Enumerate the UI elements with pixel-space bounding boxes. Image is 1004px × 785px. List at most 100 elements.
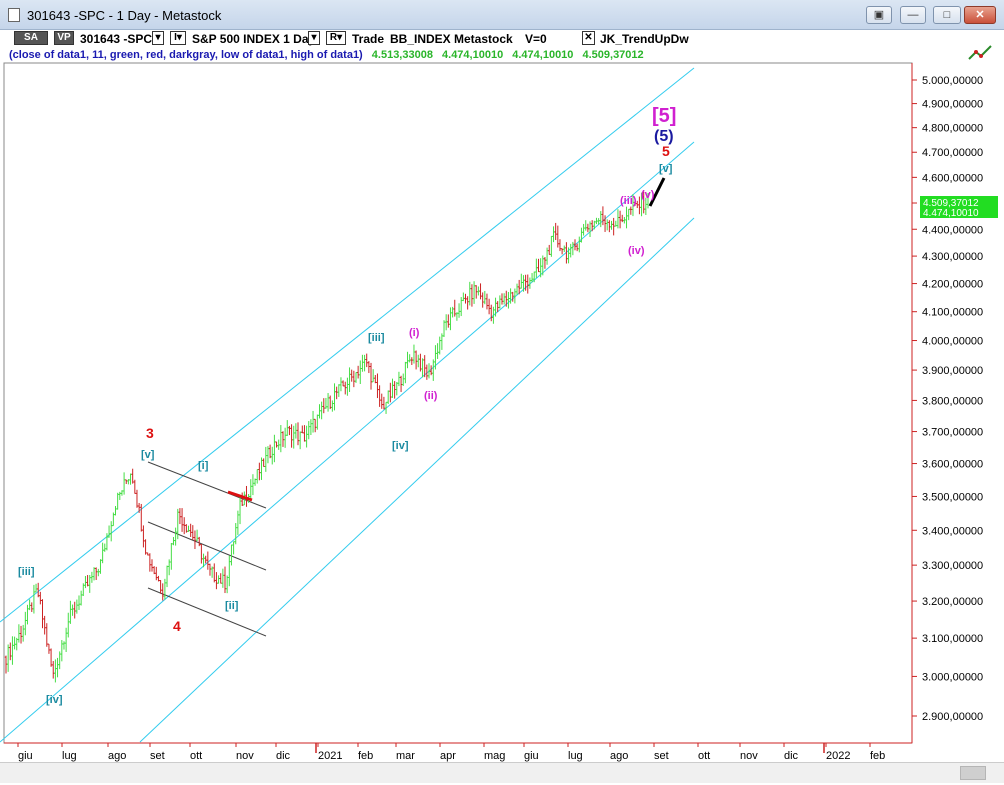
y-tick-label: 3.200,00000 xyxy=(922,596,983,608)
minimize-button[interactable]: — xyxy=(900,6,926,24)
chart-tool-icon[interactable] xyxy=(967,43,993,61)
wave-label: [5] xyxy=(652,105,676,127)
x-tick-label: mag xyxy=(484,750,505,762)
source-label: Metastock xyxy=(454,32,513,46)
symbol-description: S&P 500 INDEX 1 Day xyxy=(192,32,316,46)
x-tick-label: giu xyxy=(18,750,33,762)
x-tick-label: ago xyxy=(610,750,628,762)
wave-label: (ii) xyxy=(424,390,438,402)
y-tick-label: 4.700,00000 xyxy=(922,147,983,159)
wave-label: 3 xyxy=(146,425,154,441)
wave-label: 4 xyxy=(173,618,181,634)
x-tick-label: ott xyxy=(190,750,202,762)
y-tick-label: 2.900,00000 xyxy=(922,711,983,723)
last-price-box xyxy=(920,196,998,218)
y-tick-label: 4.000,00000 xyxy=(922,336,983,348)
x-tick-label: giu xyxy=(524,750,539,762)
chart-grid xyxy=(3,62,913,744)
y-tick-label: 3.000,00000 xyxy=(922,671,983,683)
trend-channels xyxy=(0,67,695,743)
remove-indicator-button[interactable]: ✕ xyxy=(582,31,595,45)
app-icon xyxy=(8,8,20,22)
indicator-value-2: 4.474,10010 xyxy=(442,49,504,61)
scrollbar-thumb[interactable] xyxy=(960,766,986,780)
wave-label: [i] xyxy=(198,460,209,472)
sa-button[interactable]: SA xyxy=(14,31,48,45)
wave-label: (i) xyxy=(409,327,420,339)
x-tick-label: ott xyxy=(698,750,710,762)
wave-label: (v) xyxy=(641,189,655,201)
vp-button[interactable]: VP xyxy=(54,31,74,45)
plot-frame xyxy=(3,62,913,744)
x-tick-label: nov xyxy=(236,750,254,762)
y-tick-label: 4.100,00000 xyxy=(922,307,983,319)
indicator-value-3: 4.474,10010 xyxy=(512,49,574,61)
wave-label: [v] xyxy=(659,163,673,175)
channel-line xyxy=(0,67,695,623)
x-tick-label: lug xyxy=(62,750,77,762)
window-title: 301643 -SPC - 1 Day - Metastock xyxy=(27,8,222,23)
indicator-params-label: (close of data1, 11, green, red, darkgra… xyxy=(9,49,363,61)
volume-label: V=0 xyxy=(525,32,547,46)
channel-line xyxy=(0,141,695,743)
close-button[interactable]: ✕ xyxy=(964,6,996,24)
y-tick-label: 5.000,00000 xyxy=(922,75,983,87)
restore-alt-button[interactable]: ▣ xyxy=(866,6,892,24)
interval-dropdown[interactable]: I▾ xyxy=(170,31,186,45)
y-tick-label: 4.800,00000 xyxy=(922,123,983,135)
y-tick-label: 3.700,00000 xyxy=(922,427,983,439)
x-tick-label: dic xyxy=(784,750,799,762)
symbol-dropdown[interactable]: ▾ xyxy=(152,31,164,45)
wave-label: [iii] xyxy=(18,566,35,578)
y-tick-label: 3.400,00000 xyxy=(922,525,983,537)
wave-label: (iv) xyxy=(628,245,645,257)
correction-channel-line xyxy=(147,587,267,637)
window-titlebar: 301643 -SPC - 1 Day - Metastock ▣ — □ ✕ xyxy=(0,0,1004,30)
x-tick-label: ago xyxy=(108,750,126,762)
wave-label: [iii] xyxy=(368,332,385,344)
y-tick-label: 3.300,00000 xyxy=(922,560,983,572)
x-tick-label: apr xyxy=(440,750,456,762)
candles xyxy=(4,191,650,683)
indicator-params: (close of data1, 11, green, red, darkgra… xyxy=(9,49,644,61)
wave-label: (5) xyxy=(654,128,674,145)
y-tick-label: 3.100,00000 xyxy=(922,633,983,645)
x-tick-label: set xyxy=(150,750,165,762)
x-tick-label: set xyxy=(654,750,669,762)
horizontal-scrollbar[interactable] xyxy=(0,762,1004,783)
y-tick-label: 4.900,00000 xyxy=(922,99,983,111)
wave-label: [v] xyxy=(141,449,155,461)
correction-channel-line xyxy=(147,521,267,571)
red-arrow xyxy=(227,490,253,502)
y-axis: 5.000,00000 4.900,00000 4.800,00000 4.700,0… xyxy=(912,75,998,723)
description-dropdown[interactable]: ▾ xyxy=(308,31,320,45)
y-tick-label: 4.200,00000 xyxy=(922,279,983,291)
x-tick-label: feb xyxy=(870,750,885,762)
wave-label: 5 xyxy=(662,143,670,159)
r-dropdown[interactable]: R▾ xyxy=(326,31,346,45)
x-tick-label: lug xyxy=(568,750,583,762)
x-tick-label: nov xyxy=(740,750,758,762)
last-price-lower: 4.474,10010 xyxy=(923,208,979,219)
symbol-label: 301643 -SPC xyxy=(80,32,153,46)
wave-label: [iv] xyxy=(392,440,409,452)
maximize-button[interactable]: □ xyxy=(933,6,961,24)
y-tick-label: 4.600,00000 xyxy=(922,172,983,184)
exchange-label: BB_INDEX xyxy=(390,32,451,46)
y-tick-label: 4.300,00000 xyxy=(922,251,983,263)
projection-line xyxy=(648,177,666,207)
wave-label: [iv] xyxy=(46,694,63,706)
y-tick-label: 3.900,00000 xyxy=(922,365,983,377)
x-tick-label: feb xyxy=(358,750,373,762)
y-tick-label: 4.400,00000 xyxy=(922,224,983,236)
x-tick-label: dic xyxy=(276,750,291,762)
indicator-name: JK_TrendUpDw xyxy=(600,32,689,46)
x-axis: giu lug ago set ott nov dic 2021 feb mar apr mag giu… xyxy=(17,743,885,762)
indicator-value-4: 4.509,37012 xyxy=(582,49,644,61)
x-tick-label: mar xyxy=(396,750,415,762)
x-tick-label: 2022 xyxy=(826,750,850,762)
wave-label: [ii] xyxy=(225,600,239,612)
trade-label: Trade xyxy=(352,32,385,46)
channel-line xyxy=(139,217,695,743)
